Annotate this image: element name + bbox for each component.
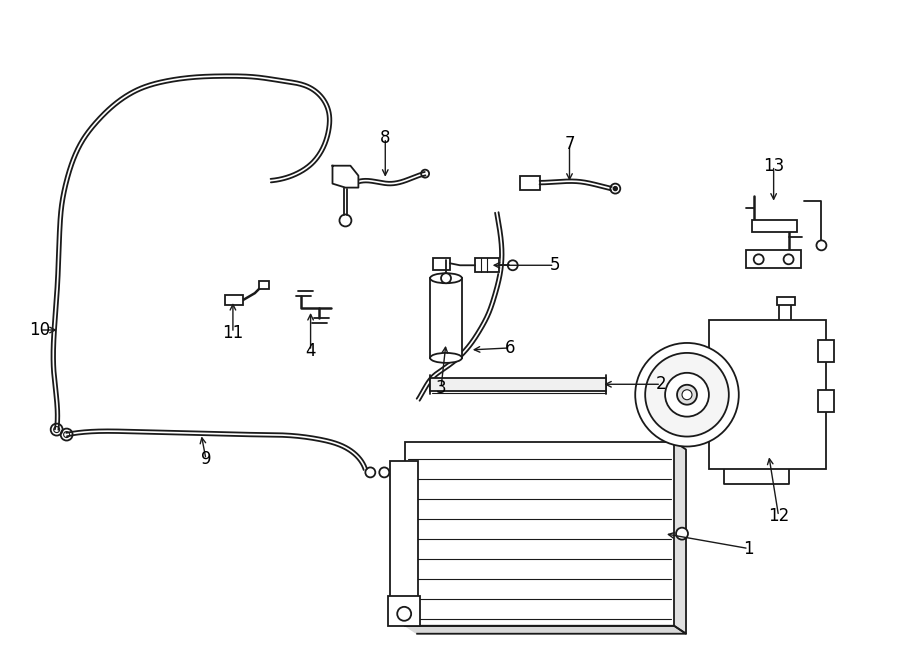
- Text: 1: 1: [743, 539, 754, 558]
- Circle shape: [397, 607, 411, 621]
- Bar: [405, 442, 674, 626]
- Text: 3: 3: [436, 379, 446, 397]
- Polygon shape: [519, 176, 540, 190]
- Ellipse shape: [430, 273, 462, 283]
- Circle shape: [441, 273, 451, 283]
- Polygon shape: [332, 166, 358, 188]
- Bar: [430, 378, 607, 391]
- Circle shape: [677, 385, 697, 405]
- Circle shape: [645, 353, 729, 436]
- Text: 11: 11: [222, 324, 244, 342]
- Text: 5: 5: [549, 256, 560, 274]
- Text: 2: 2: [656, 375, 666, 393]
- Bar: [818, 340, 834, 362]
- Circle shape: [682, 390, 692, 400]
- Text: 10: 10: [29, 321, 50, 339]
- Text: 8: 8: [380, 129, 391, 147]
- Text: 4: 4: [305, 342, 316, 360]
- Bar: [430, 278, 462, 358]
- Polygon shape: [405, 626, 686, 634]
- Circle shape: [784, 254, 794, 264]
- Bar: [709, 320, 826, 469]
- Circle shape: [635, 343, 739, 447]
- Bar: [259, 281, 269, 289]
- Bar: [433, 258, 450, 270]
- Text: 9: 9: [201, 450, 212, 469]
- Circle shape: [613, 186, 617, 190]
- Bar: [225, 295, 243, 305]
- Circle shape: [753, 254, 764, 264]
- Bar: [519, 176, 540, 190]
- Polygon shape: [674, 442, 686, 634]
- Bar: [391, 461, 419, 606]
- Text: 13: 13: [763, 157, 784, 175]
- Ellipse shape: [430, 353, 462, 363]
- Circle shape: [676, 527, 688, 539]
- Bar: [777, 297, 795, 305]
- Circle shape: [816, 241, 826, 251]
- Polygon shape: [475, 258, 499, 272]
- Bar: [475, 258, 499, 272]
- Bar: [746, 251, 800, 268]
- Bar: [752, 221, 796, 233]
- Text: 6: 6: [505, 339, 515, 357]
- Bar: [818, 390, 834, 412]
- Text: 7: 7: [564, 135, 575, 153]
- Text: 12: 12: [768, 507, 789, 525]
- Circle shape: [665, 373, 709, 416]
- Bar: [388, 596, 420, 626]
